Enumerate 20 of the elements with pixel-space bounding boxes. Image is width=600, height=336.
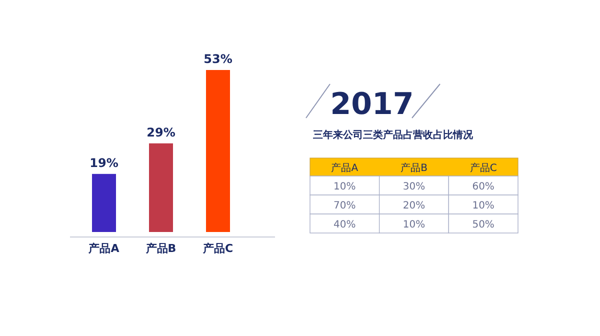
category-label: 产品C (470, 162, 497, 174)
data-label: 19% (90, 156, 118, 170)
text: 三年来公司三类产品占营收占比情况 (313, 129, 474, 141)
text: 30% (402, 182, 426, 192)
text: 10% (402, 220, 426, 230)
category-label: 产品A (331, 162, 358, 174)
text: 60% (472, 182, 494, 192)
text: 40% (334, 220, 356, 230)
x-tick-label: 产品C (202, 242, 234, 255)
text: 20% (402, 200, 426, 212)
text: 10% (472, 200, 494, 212)
text: 10% (334, 182, 356, 192)
text: 50% (472, 220, 494, 230)
x-tick-label: 产品B (144, 242, 176, 255)
data-label: 53% (204, 52, 232, 66)
text: 70% (334, 200, 356, 212)
x-tick-label: 产品A (88, 242, 120, 255)
data-label: 29% (146, 125, 176, 140)
category-label: 产品B (400, 162, 428, 174)
text: 2017 (330, 87, 414, 122)
